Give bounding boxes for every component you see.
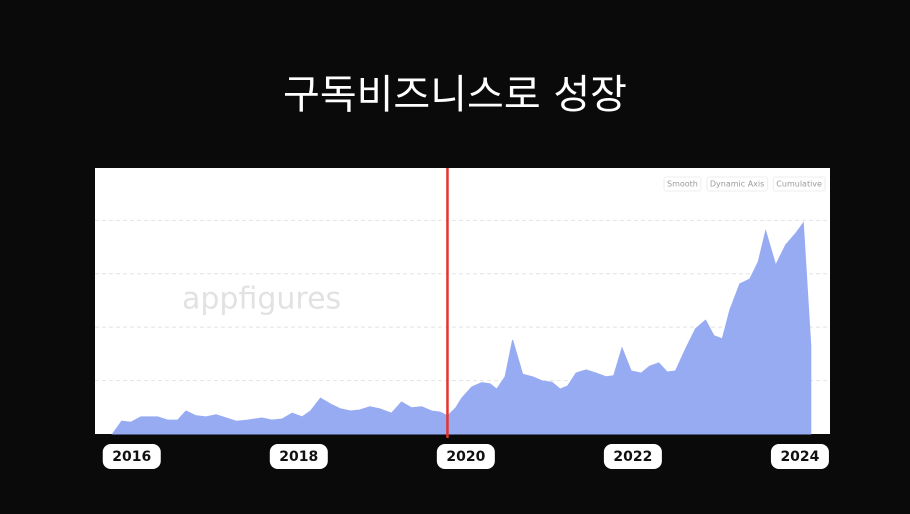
toggle-frame[interactable]	[772, 176, 826, 192]
toggle-button[interactable]: Dynamic Axis	[710, 180, 764, 189]
x-tick-pill	[603, 444, 662, 469]
x-tick-pill	[770, 444, 829, 469]
x-tick-pill	[269, 444, 328, 469]
x-tick-label: 2022	[613, 449, 652, 465]
watermark: appfigures	[182, 282, 341, 317]
toggle-frame[interactable]	[706, 176, 768, 192]
x-tick-label: 2024	[780, 449, 819, 465]
slide-title: 구독비즈니스로 성장	[283, 72, 627, 118]
x-tick-pill	[436, 444, 495, 469]
area	[111, 221, 812, 435]
toggle-button[interactable]: Cumulative	[776, 180, 822, 189]
toggle-button[interactable]: Smooth	[667, 180, 698, 189]
x-tick-pill	[102, 444, 161, 469]
x-tick-label: 2020	[446, 449, 485, 465]
x-tick-label: 2016	[112, 449, 151, 465]
x-tick-label: 2018	[279, 449, 318, 465]
toggle-frame[interactable]	[663, 176, 702, 192]
